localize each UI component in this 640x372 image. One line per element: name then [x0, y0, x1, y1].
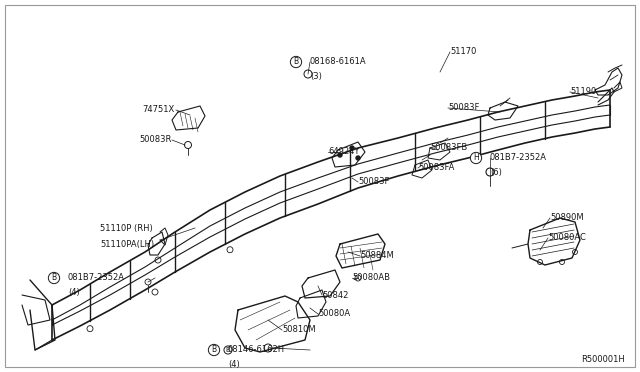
- Text: 50083F: 50083F: [358, 177, 389, 186]
- Text: 50842: 50842: [322, 291, 348, 299]
- Text: 50083FA: 50083FA: [418, 164, 454, 173]
- Text: (4): (4): [68, 288, 80, 296]
- Text: 51170: 51170: [450, 48, 476, 57]
- Text: H: H: [473, 154, 479, 163]
- Text: (3): (3): [310, 71, 322, 80]
- Text: B: B: [293, 58, 299, 67]
- Text: 51110PA(LH): 51110PA(LH): [100, 240, 154, 248]
- Text: R500001H: R500001H: [581, 356, 625, 365]
- Text: 64924Y: 64924Y: [328, 148, 360, 157]
- Circle shape: [338, 153, 342, 157]
- Text: 50890M: 50890M: [550, 214, 584, 222]
- Text: 08146-6162H: 08146-6162H: [228, 346, 285, 355]
- Text: 50810M: 50810M: [282, 326, 316, 334]
- Text: 50083R: 50083R: [140, 135, 172, 144]
- Text: 50083FB: 50083FB: [430, 144, 467, 153]
- Circle shape: [356, 156, 360, 160]
- Text: (6): (6): [490, 167, 502, 176]
- Text: B: B: [51, 273, 56, 282]
- Text: 50080A: 50080A: [318, 310, 350, 318]
- Text: B: B: [211, 346, 216, 355]
- Text: B: B: [226, 347, 230, 353]
- Text: (4): (4): [228, 359, 240, 369]
- Text: 50080AB: 50080AB: [352, 273, 390, 282]
- Text: 51110P (RH): 51110P (RH): [100, 224, 153, 232]
- Text: 081B7-2352A: 081B7-2352A: [490, 154, 547, 163]
- Text: 51190: 51190: [570, 87, 596, 96]
- Text: 74751X: 74751X: [143, 106, 175, 115]
- Circle shape: [350, 146, 354, 150]
- Text: 50083F: 50083F: [448, 103, 479, 112]
- Text: 50884M: 50884M: [360, 251, 394, 260]
- Text: 50080AC: 50080AC: [548, 234, 586, 243]
- Text: 081B7-2352A: 081B7-2352A: [68, 273, 125, 282]
- Text: 08168-6161A: 08168-6161A: [310, 58, 367, 67]
